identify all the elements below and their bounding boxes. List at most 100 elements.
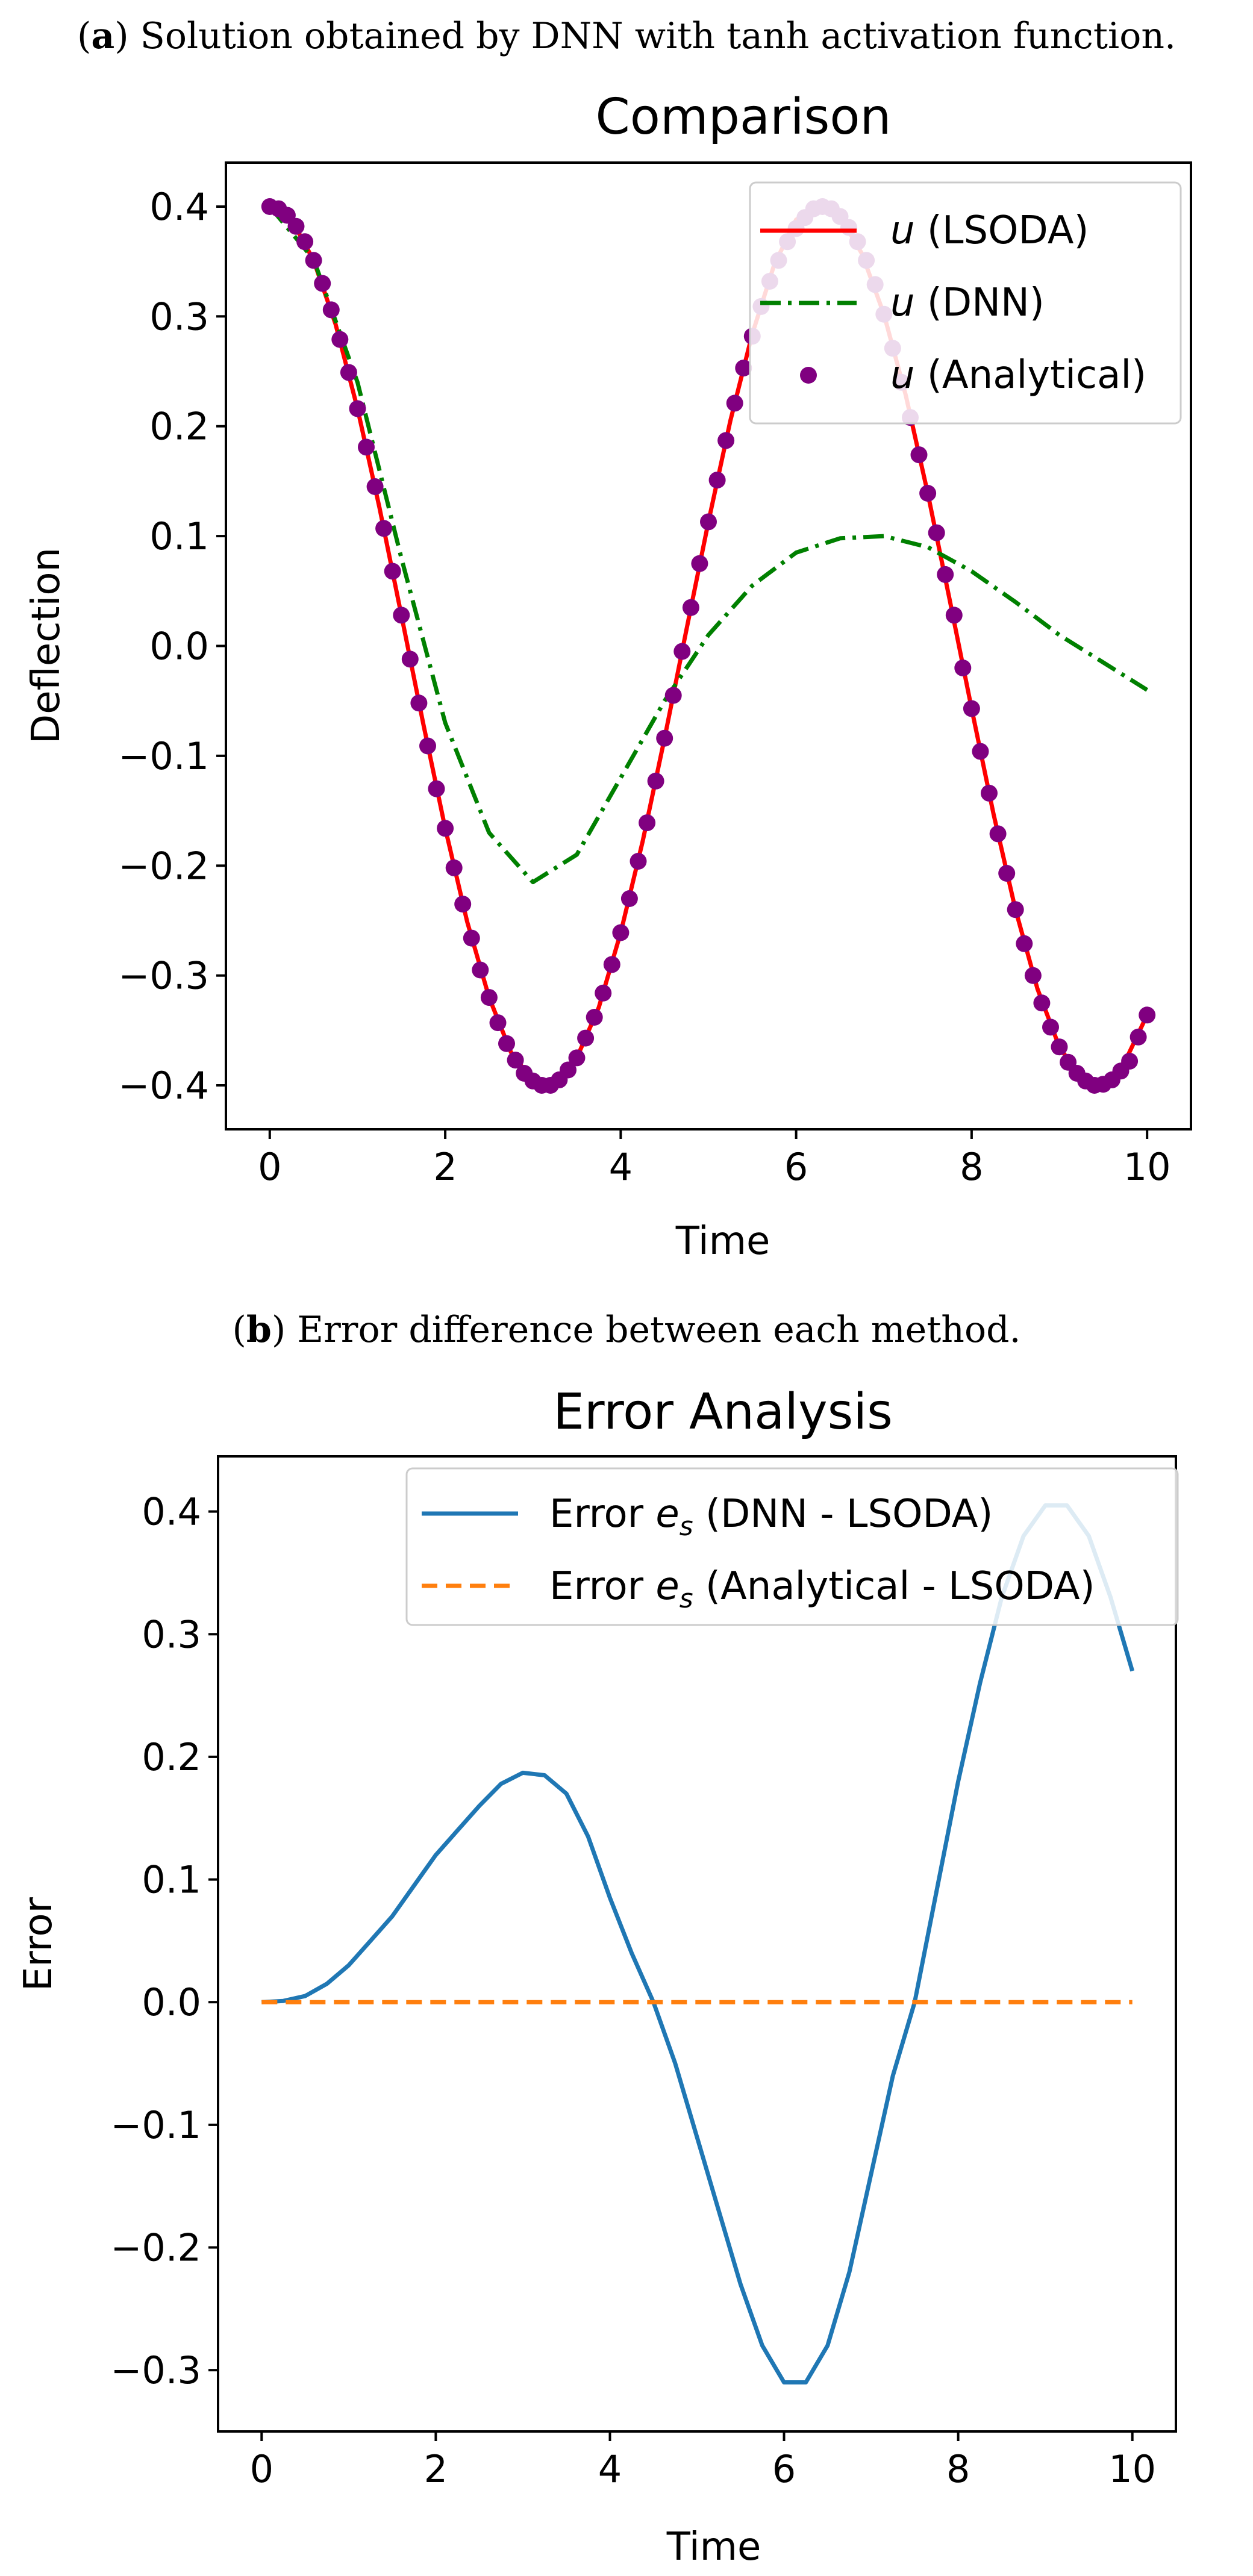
series-u-analytical-point [630,853,647,870]
series-u-analytical-point [305,252,322,269]
x-tick-label: 10 [1123,1145,1171,1189]
series-error-e-s-dnn-lsoda-line [261,1503,1135,2384]
legend-prefix-dnn-error: Error [549,1492,655,1536]
legend: Error es (DNN - LSODA) Error es (Analyti… [405,1467,1179,1626]
series-u-analytical-point [437,820,454,837]
series-u-analytical-point [480,989,498,1006]
x-tick-label: 0 [258,1145,281,1189]
series-layer [261,1503,1135,2384]
series-u-analytical-point [612,924,630,941]
y-tick-label: −0.1 [110,2103,201,2147]
series-u-analytical-point [603,956,620,973]
y-tick-label: 0.3 [149,295,209,338]
caption-a: (a) Solution obtained by DNN with tanh a… [77,15,1176,57]
series-u-analytical-point [498,1035,515,1052]
y-axis-label: Error [16,1897,61,1991]
legend-box [405,1467,1179,1626]
x-tick-label: 8 [946,2447,970,2491]
legend-symbol-lsoda: u [890,208,915,253]
series-u-analytical-point [349,400,366,417]
series-u-analytical-point [1051,1038,1068,1056]
x-axis-ticks: 0 2 4 6 8 10 [250,2431,1156,2491]
series-u-analytical-point [340,364,357,381]
series-u-analytical-point [664,687,682,704]
legend-text-analytical-error: (Analytical - LSODA) [693,1564,1095,1609]
x-tick-label: 4 [609,1145,633,1189]
series-u-analytical-point [322,301,340,319]
series-u-analytical-point [1007,901,1024,918]
series-u-analytical-point [1016,935,1033,952]
series-u-analytical-point [972,743,989,760]
y-tick-label: 0.4 [149,185,209,229]
y-tick-label: 0.0 [149,625,209,669]
series-u-analytical-point [919,485,937,502]
series-u-analytical-point [647,772,664,790]
legend-label-dnn-error: Error es (DNN - LSODA) [549,1492,993,1542]
series-u-analytical-point [560,1061,577,1079]
series-u-analytical-point [577,1029,595,1047]
y-tick-label: −0.3 [118,954,209,998]
series-u-analytical-point [287,217,305,235]
series-u-analytical-point [489,1014,507,1032]
series-u-analytical-point [998,865,1016,882]
y-tick-label: −0.4 [118,1064,209,1108]
series-u-analytical-point [445,859,463,876]
legend-prefix-analytical-error: Error [549,1564,655,1609]
x-tick-label: 2 [433,1145,457,1189]
error-analysis-chart: Error Analysis 0 2 4 6 8 10 −0.3 −0.2 −0.1 0.0 0.… [16,1383,1179,2569]
plot-frame [217,1455,1177,2433]
y-tick-label: 0.1 [149,514,209,558]
series-u-analytical-point [375,520,393,537]
legend-label-dnn: u (DNN) [890,281,1045,325]
series-u-analytical-point [682,599,699,616]
series-u-analytical-point [1024,967,1042,984]
series-u-analytical-point [700,513,717,531]
x-axis-label: Time [666,2525,761,2569]
x-axis-ticks: 0 2 4 6 8 10 [258,1129,1171,1189]
series-u-analytical-point [463,929,480,947]
legend-symbol-dnn: u [890,281,915,325]
caption-b-text: ) Error difference between each method. [272,1309,1021,1351]
comparison-chart: Comparison 0 2 4 6 8 10 −0.4 −0.3 −0.2 −0.1 0.0 0.… [24,89,1192,1264]
legend-label-lsoda: u (LSODA) [890,208,1089,253]
legend-label-analytical: u (Analytical) [890,353,1146,398]
series-u-analytical-point [428,780,445,797]
legend-symbol-analytical: u [890,353,915,398]
y-axis-ticks: −0.4 −0.3 −0.2 −0.1 0.0 0.1 0.2 0.3 0.4 [118,185,226,1108]
series-u-analytical-point [586,1009,603,1026]
y-axis-label: Deflection [24,547,69,744]
caption-b: (b) Error difference between each method… [232,1309,1020,1351]
series-u-analytical-point [454,896,472,913]
legend-text-dnn-error: (DNN - LSODA) [693,1492,993,1536]
series-u-analytical-point [963,700,980,717]
series-u-analytical-point [1042,1018,1059,1036]
series-u-dnn-line [268,205,1149,885]
y-tick-label: −0.2 [118,844,209,888]
series-u-analytical-point [639,814,656,832]
x-tick-label: 8 [960,1145,983,1189]
series-u-analytical-point [981,784,998,802]
x-axis-label: Time [675,1219,770,1264]
x-tick-label: 4 [598,2447,622,2491]
series-u-analytical-point [928,524,945,541]
series-u-analytical-point [735,360,752,377]
x-tick-label: 0 [250,2447,273,2491]
y-tick-label: −0.1 [118,734,209,778]
series-u-analytical-point [393,607,410,624]
series-u-analytical-point [1121,1052,1139,1070]
y-tick-label: 0.4 [142,1490,201,1534]
legend-text-dnn: (DNN) [915,281,1045,325]
series-u-analytical-point [358,438,375,456]
series-u-analytical-point [954,660,972,676]
series-u-analytical-point [937,566,954,583]
series-u-analytical-point [726,395,743,412]
legend-subscript-analytical-error: s [680,1583,693,1614]
series-u-analytical-point [656,729,673,747]
y-axis-ticks: −0.3 −0.2 −0.1 0.0 0.1 0.2 0.3 0.4 [110,1490,218,2392]
legend-symbol-dnn-error: e [655,1492,679,1536]
series-u-analytical-point [620,890,638,907]
series-u-analytical-point [401,650,419,668]
legend-label-analytical-error: Error es (Analytical - LSODA) [549,1564,1095,1614]
x-tick-label: 6 [784,1145,808,1189]
legend-symbol-analytical-error: e [655,1564,679,1609]
